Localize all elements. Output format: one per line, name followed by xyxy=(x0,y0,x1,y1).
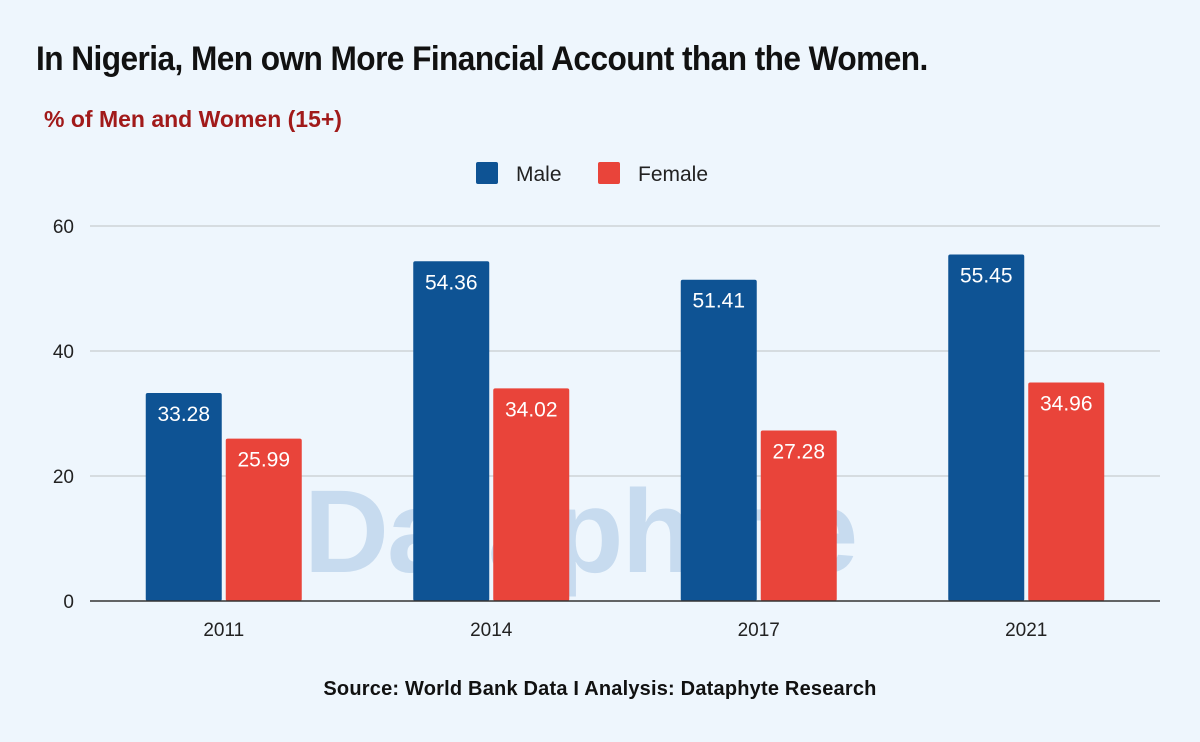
legend-label: Female xyxy=(638,163,708,186)
x-tick-label: 2014 xyxy=(470,620,513,641)
x-tick-label: 2021 xyxy=(1005,620,1047,641)
bar-female xyxy=(493,388,570,601)
y-tick-label: 60 xyxy=(53,217,74,238)
y-tick-label: 40 xyxy=(53,342,74,363)
bar-female xyxy=(1028,382,1105,601)
chart-subtitle: % of Men and Women (15+) xyxy=(44,106,342,132)
data-label: 51.41 xyxy=(692,290,745,313)
data-label: 25.99 xyxy=(237,449,290,472)
y-tick-label: 20 xyxy=(53,467,74,488)
bar-female xyxy=(225,438,302,601)
data-label: 34.02 xyxy=(505,398,558,421)
chart-title: In Nigeria, Men own More Financial Accou… xyxy=(36,40,928,78)
bar-male xyxy=(413,261,490,601)
y-tick-label: 0 xyxy=(63,592,74,613)
axes: 0 20 40 60 2011 2014 2017 2021 xyxy=(53,217,1160,641)
bars: 33.28 25.99 54.36 34.02 51.41 27.28 55.45 34.96 xyxy=(145,254,1105,601)
legend-label: Male xyxy=(516,163,562,186)
x-tick-label: 2017 xyxy=(738,620,780,641)
source-note: Source: World Bank Data I Analysis: Data… xyxy=(323,678,877,700)
legend: Male Female xyxy=(476,162,708,186)
legend-swatch xyxy=(476,162,498,184)
data-label: 54.36 xyxy=(425,271,478,294)
bar-male xyxy=(145,393,222,601)
bar-male xyxy=(680,279,757,601)
data-label: 27.28 xyxy=(772,441,825,464)
data-label: 55.45 xyxy=(960,264,1013,287)
bar-female xyxy=(760,430,837,601)
legend-swatch xyxy=(598,162,620,184)
data-label: 33.28 xyxy=(157,403,210,426)
bar-male xyxy=(948,254,1025,601)
data-label: 34.96 xyxy=(1040,393,1093,416)
x-tick-label: 2011 xyxy=(203,620,244,641)
